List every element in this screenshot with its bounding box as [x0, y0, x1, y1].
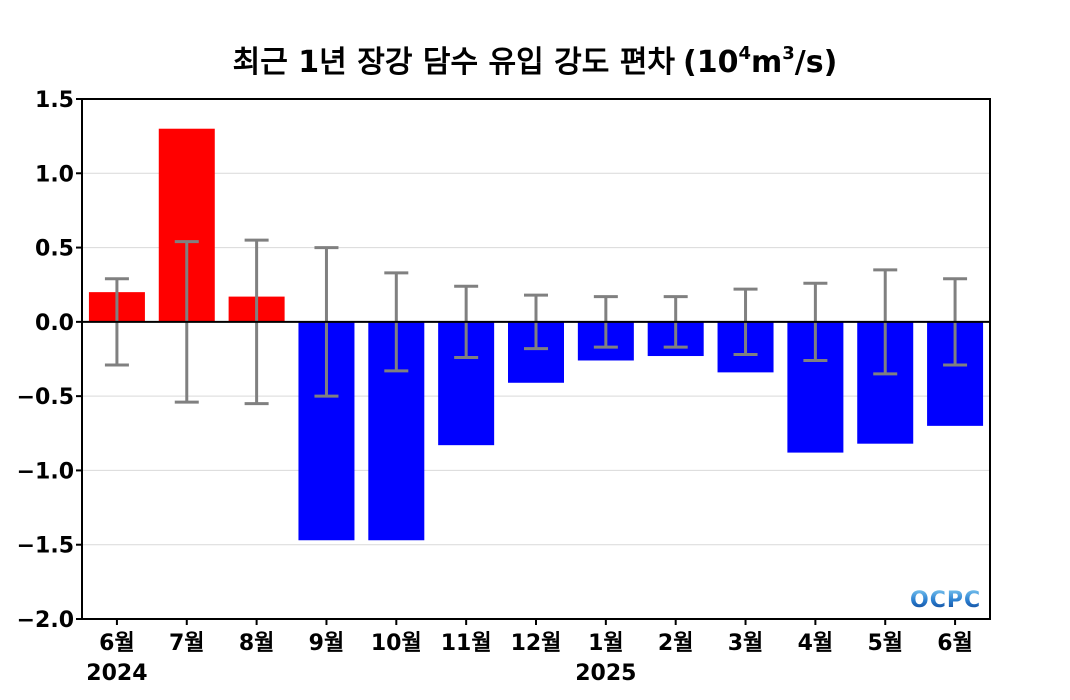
- x-tick-label: 4월: [798, 631, 834, 656]
- y-tick-label: −1.0: [17, 459, 74, 484]
- x-tick-label: 9월: [309, 631, 345, 656]
- x-tick-label: 3월: [728, 631, 764, 656]
- year-label: 2025: [575, 661, 636, 686]
- year-label: 2024: [86, 661, 147, 686]
- y-tick-label: −1.5: [17, 534, 74, 559]
- x-tick-label: 10월: [371, 631, 422, 656]
- year-labels: 2024 2025: [86, 661, 636, 686]
- x-tick-label: 12월: [511, 631, 562, 656]
- y-tick-label: −0.5: [17, 385, 74, 410]
- x-tick-label: 6월: [937, 631, 973, 656]
- x-axis-ticks: 6월 7월 8월 9월 10월 11월 12월 1월 2월 3월 4월 5월 6월: [99, 619, 973, 656]
- grid-lines: [82, 172, 990, 546]
- x-tick-label: 6월: [99, 631, 135, 656]
- x-tick-label: 11월: [441, 631, 492, 656]
- y-tick-label: 0.5: [35, 237, 74, 262]
- y-tick-label: 1.0: [35, 162, 74, 187]
- y-tick-label: −2.0: [17, 608, 74, 633]
- y-tick-label: 0.0: [35, 311, 74, 336]
- ocpc-logo: OCPC: [910, 588, 981, 613]
- ocpc-logo-text: OCPC: [910, 588, 981, 613]
- x-tick-label: 5월: [867, 631, 903, 656]
- y-axis-ticks: 1.5 1.0 0.5 0.0 −0.5 −1.0 −1.5 −2.0: [17, 88, 82, 633]
- x-tick-label: 8월: [239, 631, 275, 656]
- x-tick-label: 2월: [658, 631, 694, 656]
- x-tick-label: 7월: [169, 631, 205, 656]
- y-tick-label: 1.5: [35, 88, 74, 113]
- x-tick-label: 1월: [588, 631, 624, 656]
- chart-title: 최근 1년 장강 담수 유입 강도 편차 (104m3/s): [233, 43, 838, 80]
